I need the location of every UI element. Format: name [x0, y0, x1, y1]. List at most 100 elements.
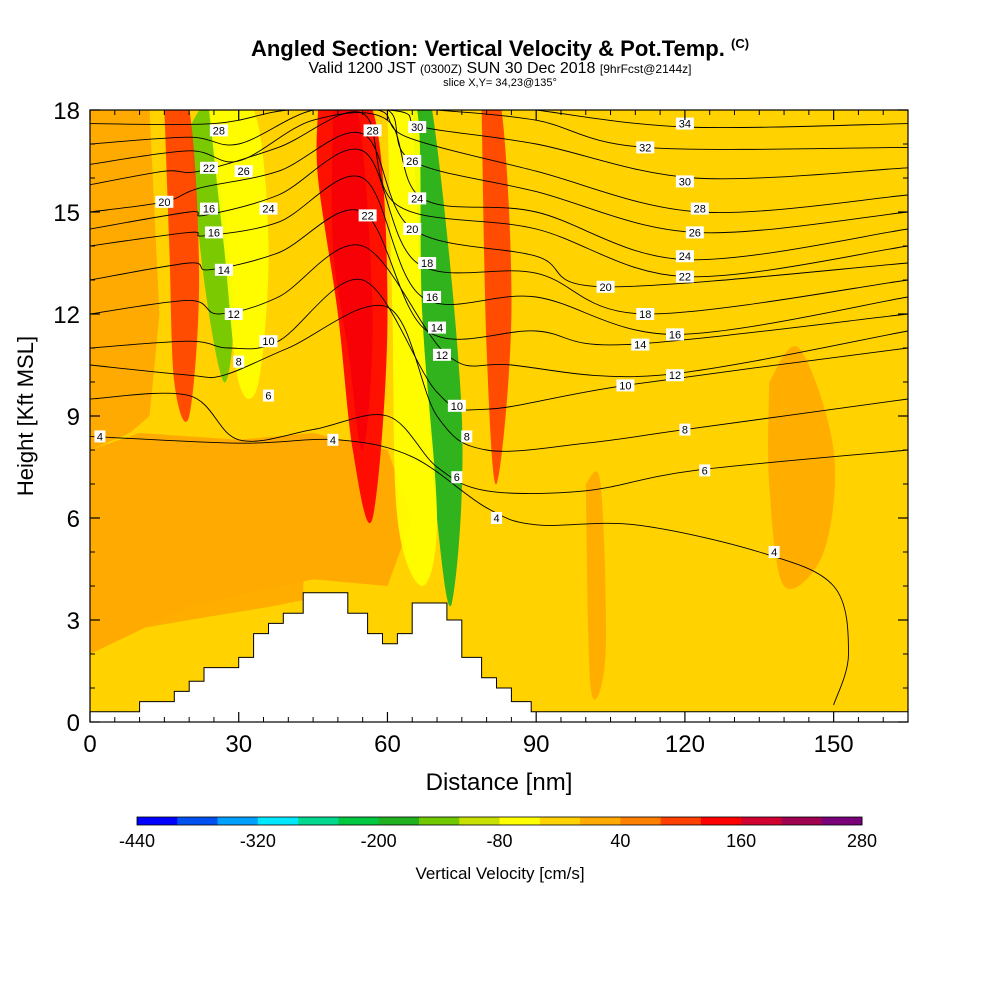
colorbar-tick-label: -200: [361, 831, 397, 851]
contour-label-bg: [679, 423, 691, 436]
contour-label-bg: [214, 263, 233, 276]
contour-label-bg: [685, 226, 704, 239]
terrain: [90, 592, 908, 722]
contour-label: 24: [679, 251, 691, 263]
contour-label-bg: [461, 430, 473, 443]
contour-label: 12: [436, 350, 448, 362]
contour-label: 16: [208, 227, 220, 239]
y-tick-label: 6: [67, 506, 80, 533]
contour-label-bg: [636, 308, 655, 320]
x-tick-label: 60: [374, 731, 401, 758]
velocity-feature-updraft: [164, 110, 200, 422]
plot-area: 4 4 4 4 6 6 6 8 8 8 10 10 10 12 12 12 14 14 14 16 16 16 16 18 18…: [90, 110, 908, 722]
y-axis-label: Height [Kft MSL]: [13, 336, 38, 496]
contour-label: 14: [218, 265, 230, 277]
contour-label-bg: [224, 308, 243, 320]
contour-label: 28: [366, 125, 378, 137]
colorbar-swatch: [741, 817, 782, 825]
contour-label-bg: [616, 379, 635, 392]
colorbar-tick-label: -80: [486, 831, 512, 851]
contour-label: 22: [361, 210, 373, 222]
colorbar-swatch: [298, 817, 339, 825]
contour-label-bg: [204, 226, 223, 239]
colorbar-swatch: [620, 817, 662, 825]
slice-info: slice X,Y= 34,23@135°: [443, 77, 557, 89]
isotherm-4: [90, 435, 849, 706]
contour-label-bg: [403, 155, 422, 167]
velocity-area: [90, 110, 160, 722]
colorbar-swatch: [177, 817, 219, 825]
contour-label: 20: [158, 197, 170, 209]
isotherm-12: [90, 244, 908, 378]
contour-label-bg: [675, 270, 694, 283]
contour-label-bg: [631, 338, 650, 351]
y-tick-label: 18: [53, 98, 80, 125]
contour-label-bg: [596, 280, 615, 293]
contour-label-bg: [432, 348, 451, 361]
contour-label: 10: [619, 380, 631, 392]
colorbar-swatch: [700, 817, 742, 825]
contour-label-bg: [199, 202, 218, 215]
colorbar-swatch: [217, 817, 259, 825]
contour-label: 12: [669, 370, 681, 382]
y-tick-label: 15: [53, 200, 80, 227]
contour-label: 16: [426, 292, 438, 304]
contour-label: 8: [236, 357, 242, 369]
colorbar-tick-label: -320: [240, 831, 276, 851]
x-tick-label: 150: [814, 731, 854, 758]
colorbar-tick-label: 40: [610, 831, 630, 851]
contour-label: 26: [238, 166, 250, 178]
contour-label: 34: [679, 119, 691, 131]
y-tick-label: 3: [67, 608, 80, 635]
contour-label-bg: [423, 291, 442, 303]
isotherm-32: [436, 110, 908, 150]
contour-label-bg: [155, 195, 174, 208]
contour-label: 22: [679, 272, 691, 284]
isotherm-30: [189, 110, 908, 180]
colorbar-swatch: [378, 817, 420, 825]
contour-label: 14: [634, 340, 646, 352]
colorbar-tick-label: 160: [726, 831, 756, 851]
x-tick-label: 30: [225, 731, 252, 758]
contour-label: 22: [203, 163, 215, 175]
contour-label-bg: [408, 121, 427, 133]
contour-label-bg: [447, 399, 466, 412]
contour-label: 12: [228, 309, 240, 321]
contour-label: 4: [97, 431, 103, 443]
colorbar-swatch: [338, 817, 380, 825]
contour-label-bg: [690, 202, 709, 215]
isotherm-20: [90, 131, 908, 288]
contour-label: 28: [213, 125, 225, 137]
colorbar-swatch: [821, 817, 863, 825]
title-unit: (C): [731, 36, 750, 51]
colorbar-swatch: [539, 817, 581, 825]
contour-label-bg: [675, 117, 694, 130]
contour-label: 30: [411, 122, 423, 134]
contour-label-bg: [199, 161, 218, 174]
x-tick-label: 120: [665, 731, 705, 758]
contour-label-bg: [234, 165, 253, 178]
isotherm-6: [90, 392, 908, 495]
contour-label-bg: [428, 321, 447, 334]
colorbar-swatch: [137, 817, 178, 825]
contour-label: 14: [431, 323, 443, 335]
colorbar-swatch: [257, 817, 299, 825]
contour-label: 20: [599, 282, 611, 294]
x-tick-label: 0: [83, 731, 96, 758]
contour-label: 26: [406, 156, 418, 168]
contour-label: 4: [330, 435, 336, 447]
isotherm-14: [90, 209, 908, 346]
contour-label: 26: [689, 227, 701, 239]
contour-label: 6: [702, 465, 708, 477]
colorbar-label: Vertical Velocity [cm/s]: [415, 864, 585, 883]
contour-label-bg: [233, 355, 245, 368]
contour-label: 30: [679, 176, 691, 188]
contour-label: 10: [451, 401, 463, 413]
contour-label-bg: [94, 430, 106, 443]
contour-label-bg: [327, 433, 339, 446]
contour-label: 24: [411, 193, 423, 205]
colorbar-tick-label: 280: [847, 831, 877, 851]
contour-label: 8: [682, 425, 688, 437]
contour-label: 8: [464, 431, 470, 443]
